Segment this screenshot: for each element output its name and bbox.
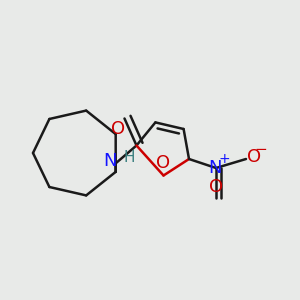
Text: O: O bbox=[156, 154, 170, 172]
Text: O: O bbox=[248, 148, 262, 166]
Text: N: N bbox=[209, 159, 222, 177]
Text: O: O bbox=[209, 178, 223, 196]
Text: H: H bbox=[123, 150, 134, 165]
Text: O: O bbox=[111, 120, 125, 138]
Text: −: − bbox=[254, 142, 267, 158]
Text: +: + bbox=[219, 152, 230, 166]
Text: N: N bbox=[103, 152, 117, 170]
